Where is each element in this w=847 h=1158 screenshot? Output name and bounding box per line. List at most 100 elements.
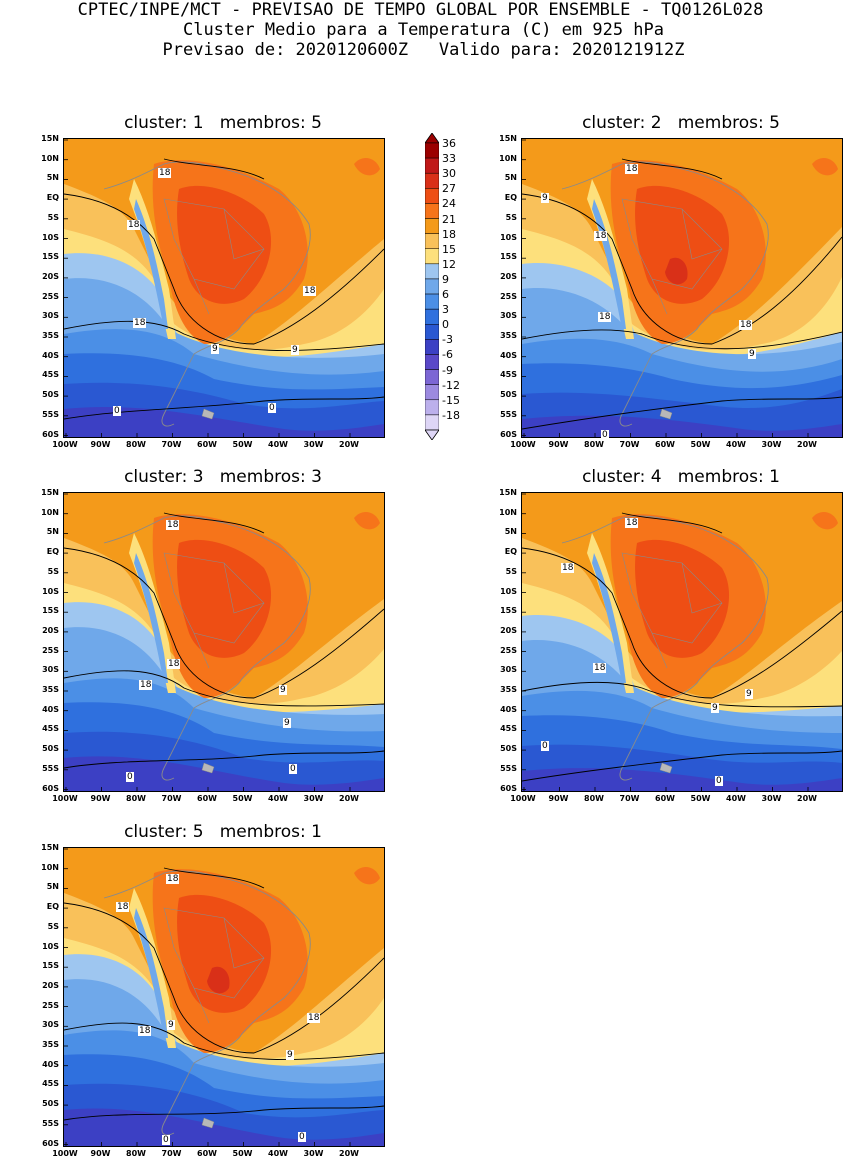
colorbar-swatch [425,308,439,325]
falklands [201,408,215,420]
falklands [201,762,215,774]
colorbar-label: 15 [442,242,456,256]
contour-label: 18 [127,220,141,230]
contour-18-north [163,867,265,889]
falklands [659,408,673,420]
lat-tick-label: 15N [41,134,59,143]
land-27 [177,894,272,1013]
colorbar-swatch [425,324,439,340]
contour-0 [522,396,842,430]
temperature-map [63,847,385,1147]
contour-18 [64,547,384,699]
lon-tick-label: 60W [197,440,217,449]
lon-tick-label: 100W [52,794,78,803]
colorbar-swatch [425,263,439,280]
lat-tick-label: 5N [46,173,59,183]
forecast-dates: Previsao de: 2020120600Z Valido para: 20… [162,40,685,60]
lat-tick-label: EQ [46,193,59,203]
temperature-map [63,492,385,792]
andes-9 [134,908,168,1038]
lat-tick-label: 25S [42,645,59,655]
contour-label: 0 [541,741,549,751]
figure-subtitle: Cluster Medio para a Temperatura (C) em … [182,20,665,40]
lat-tick-label: 55S [42,763,59,773]
lon-tick-label: 100W [510,794,536,803]
lat-tick-label: 35S [42,331,59,340]
contour-label: 18 [593,663,607,673]
lon-tick-label: 30W [303,1149,324,1158]
lon-tick-label: 20W [797,794,817,803]
contour-label: 18 [116,902,130,912]
colorbar-swatch [425,414,439,431]
temperature-map [521,138,843,438]
lat-tick-label: 10N [499,507,517,517]
lat-tick-label: 60S [42,1138,59,1148]
colorbar-swatch [425,188,439,204]
contour-0 [64,750,384,769]
panel-title: cluster: 2 membros: 5 [582,113,780,133]
atlantic-spot [812,511,838,530]
country-borders [163,198,265,315]
lon-tick-label: 100W [52,1149,78,1158]
colorbar [425,133,439,440]
colorbar-label: -3 [442,333,453,347]
lon-tick-label: 40W [726,440,746,449]
lon-tick-label: 80W [584,794,604,803]
atlantic-spot [812,157,838,176]
lat-tick-label: 25S [42,1000,59,1010]
lat-tick-label: 5S [47,212,59,222]
lat-tick-label: 15S [500,606,517,616]
lat-tick-label: 15S [42,252,59,262]
lat-tick-label: 5S [47,566,59,576]
contour-18-north [163,512,265,534]
lat-tick-label: 25S [500,291,517,301]
colorbar-label: 3 [442,303,449,317]
contour-label: 0 [268,403,276,413]
lon-tick-label: 30W [761,794,782,803]
lon-tick-label: 70W [619,794,640,803]
lat-tick-label: 10S [42,232,59,242]
contour-label: 9 [541,193,549,203]
lat-tick-label: EQ [46,547,59,557]
lat-tick-label: 20S [500,625,517,635]
andes-9 [134,199,168,329]
lat-tick-label: 25S [500,645,517,655]
contour-18 [522,547,842,699]
contour-label: 9 [745,689,753,699]
lon-tick-label: 60W [197,794,217,803]
lat-tick-label: 60S [42,429,59,439]
lat-tick-label: 40S [42,1059,59,1069]
lat-tick-label: 50S [500,390,517,400]
contour-label: 0 [289,764,297,774]
lon-tick-label: 40W [268,794,288,803]
lat-tick-label: EQ [46,902,59,912]
contour-label: 9 [211,344,219,354]
contour-18 [64,193,384,345]
lon-tick-label: 50W [232,794,253,803]
lat-tick-label: 15N [499,134,517,143]
colorbar-label: -12 [442,378,460,392]
colorbar-label: 36 [442,137,456,150]
contour-label: 9 [286,1050,294,1060]
land-30 [207,966,230,994]
colorbar-label: -9 [442,363,453,377]
lon-tick-label: 90W [548,440,569,449]
lon-tick-label: 70W [161,794,182,803]
lat-tick-label: 30S [42,311,59,321]
colorbar-swatch [425,369,439,385]
lat-tick-label: 60S [42,783,59,793]
lat-tick-label: 20S [42,271,59,281]
band-minus3 [64,756,384,791]
lat-tick-label: 45S [500,724,517,734]
land-27 [635,539,730,658]
lat-tick-label: EQ [504,193,517,203]
lon-tick-label: 90W [548,794,569,803]
contour-9 [64,1022,384,1061]
contour-label: 9 [283,718,291,728]
lon-tick-label: 40W [726,794,746,803]
atlantic-spot [354,157,380,176]
contour-9 [522,329,842,350]
lat-tick-label: 40S [42,350,59,360]
lat-tick-label: 15N [41,843,59,852]
lon-tick-label: 50W [690,440,711,449]
